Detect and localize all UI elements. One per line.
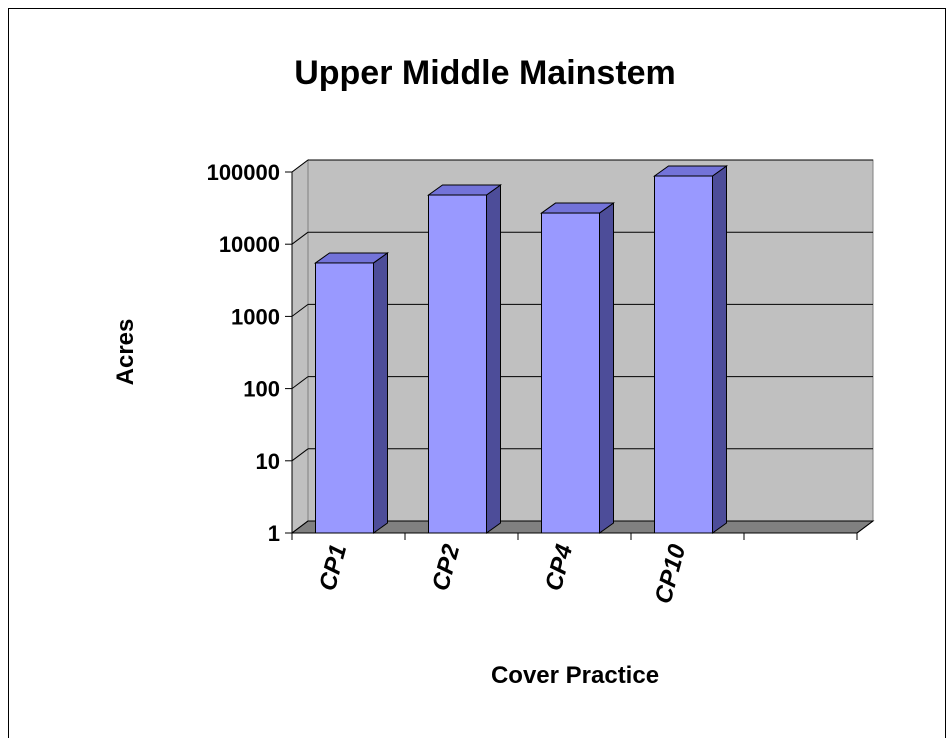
grid-line-side (291, 303, 309, 317)
x-axis-label: Cover Practice (491, 662, 659, 689)
y-axis-label: Acres (112, 319, 139, 386)
y-tick-label: 100000 (207, 160, 280, 185)
y-tick-label: 10 (256, 449, 280, 474)
side-wall (291, 159, 309, 534)
bar (428, 194, 487, 534)
chart-title: Upper Middle Mainstem (294, 54, 676, 92)
bar-side (486, 184, 501, 534)
grid-line-side (291, 231, 309, 245)
grid-line-side (291, 520, 309, 534)
y-tick-label: 10000 (219, 232, 280, 257)
bar (315, 262, 374, 534)
grid-line-side (291, 448, 309, 462)
y-tick-label: 1000 (231, 304, 280, 329)
bar-side (373, 251, 388, 534)
bar-side (712, 165, 727, 534)
grid-line-side (291, 376, 309, 390)
bar-side (599, 202, 614, 534)
grid-line-side (291, 159, 309, 173)
y-tick-label: 1 (268, 521, 280, 546)
bar (541, 212, 600, 534)
bar (654, 175, 713, 534)
y-tick-label: 100 (243, 377, 280, 402)
x-axis-back (856, 520, 874, 534)
